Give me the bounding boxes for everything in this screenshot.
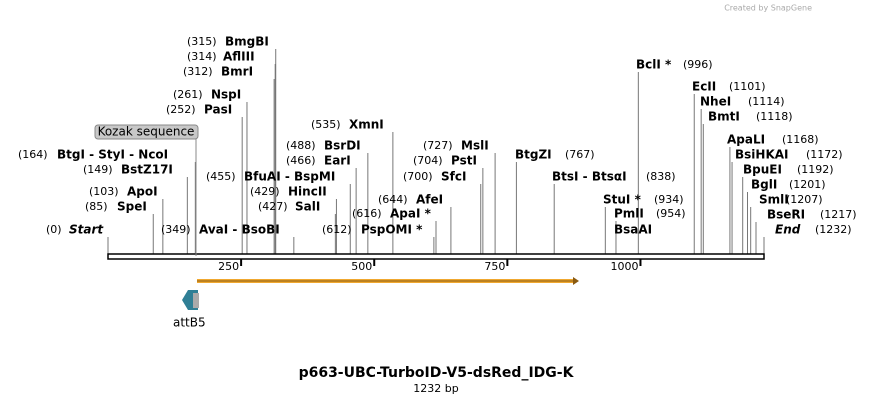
enzyme-position: (85) — [85, 200, 108, 213]
enzyme-position: (616) — [352, 207, 382, 220]
enzyme-position: (535) — [311, 118, 341, 131]
enzyme-name: BstZ17I — [121, 163, 173, 177]
enzyme-position: (954) — [656, 207, 686, 220]
sequence — [107, 253, 765, 260]
enzyme-position: (261) — [173, 88, 203, 101]
enzyme-name: SfcI — [441, 170, 466, 184]
enzyme-position: (103) — [89, 185, 119, 198]
enzyme-name: BglI — [751, 178, 777, 192]
kozak-box — [94, 124, 199, 140]
kozak-label: Kozak sequence — [98, 125, 195, 139]
enzyme-name: BseRI — [767, 208, 805, 222]
enzyme-name: PmlI — [614, 207, 644, 221]
enzyme-position: (1201) — [789, 178, 826, 191]
enzyme-position: (427) — [258, 200, 288, 213]
enzyme-name: BmrI — [221, 65, 253, 79]
enzyme-position: (700) — [403, 170, 433, 183]
enzyme-name: BfuAI - BspMI — [244, 170, 335, 184]
length: 1232 bp — [413, 382, 458, 395]
enzyme-position: (455) — [206, 170, 236, 183]
enzyme-name: AflIII — [223, 50, 255, 64]
enzyme-position: (1172) — [806, 148, 843, 161]
enzyme-position: (429) — [250, 185, 280, 198]
enzyme-position: (466) — [286, 154, 316, 167]
ruler-label: 500 — [351, 260, 372, 273]
enzyme-position: (488) — [286, 139, 316, 152]
enzyme-name: EcII — [692, 80, 716, 94]
enzyme-name: NspI — [211, 88, 241, 102]
feature-label: attB5 — [173, 316, 206, 330]
enzyme-name: BmtI — [708, 110, 740, 124]
enzyme-position: (934) — [654, 193, 684, 206]
enzyme-name: Start — [69, 223, 104, 237]
enzyme-name: HincII — [288, 185, 327, 199]
enzyme-position: (1217) — [820, 208, 857, 221]
enzyme-position: (727) — [423, 139, 453, 152]
enzyme-name: EarI — [324, 154, 351, 168]
enzyme-position: (252) — [166, 103, 196, 116]
enzyme-name: BsiHKAI — [735, 148, 789, 162]
enzyme-name: AvaI - BsoBI — [199, 223, 280, 237]
enzyme-name: NheI — [700, 95, 731, 109]
enzyme-name: BmgBI — [225, 35, 269, 49]
enzyme-position: (0) — [46, 223, 62, 236]
enzyme-name: PstI — [451, 154, 477, 168]
enzyme-name: BclI * — [636, 58, 672, 72]
ruler-label: 750 — [484, 260, 505, 273]
ruler-label: 1000 — [610, 260, 638, 273]
enzyme-position: (644) — [378, 193, 408, 206]
credit: Created by SnapGene — [724, 4, 812, 13]
enzyme-position: (1207) — [786, 193, 823, 206]
enzyme-position: (315) — [187, 35, 217, 48]
enzyme-position: (767) — [565, 148, 595, 161]
enzyme-position: (838) — [646, 170, 676, 183]
enzyme-position: (1192) — [797, 163, 834, 176]
enzyme-position: (612) — [322, 223, 352, 236]
enzyme-name: End — [775, 223, 801, 237]
enzyme-name: AfeI — [416, 193, 443, 207]
enzyme-position: (314) — [187, 50, 217, 63]
attb5-box — [193, 293, 199, 308]
enzyme-name: BsaAI — [614, 223, 652, 237]
enzyme-name: SalI — [295, 200, 320, 214]
enzyme-name: PspOMI * — [361, 223, 423, 237]
enzyme-name: SmlI — [759, 193, 789, 207]
enzyme-name: BtgI - StyI - NcoI — [57, 148, 168, 162]
enzyme-name: BtgZI — [515, 148, 552, 162]
enzyme-position: (1232) — [815, 223, 852, 236]
enzyme-name: BsrDI — [324, 139, 361, 153]
title: p663-UBC-TurboID-V5-dsRed_IDG-K — [299, 365, 575, 381]
enzyme-name: XmnI — [349, 118, 384, 132]
enzyme-name: ApaI * — [390, 207, 432, 221]
enzyme-position: (1101) — [729, 80, 766, 93]
enzyme-name: StuI * — [603, 193, 642, 207]
enzyme-position: (1118) — [756, 110, 793, 123]
enzyme-name: ApoI — [127, 185, 158, 199]
enzyme-position: (996) — [683, 58, 713, 71]
enzyme-position: (1114) — [748, 95, 785, 108]
enzyme-position: (149) — [83, 163, 113, 176]
enzyme-position: (1168) — [782, 133, 819, 146]
enzyme-position: (164) — [18, 148, 48, 161]
ruler-label: 250 — [218, 260, 239, 273]
enzyme-name: SpeI — [117, 200, 147, 214]
enzyme-position: (349) — [161, 223, 191, 236]
enzyme-name: PasI — [204, 103, 232, 117]
enzyme-name: ApaLI — [727, 133, 765, 147]
orf-head — [573, 277, 579, 285]
enzyme-name: BtsI - BtsαI — [552, 170, 627, 184]
enzyme-name: MslI — [461, 139, 489, 153]
enzyme-position: (704) — [413, 154, 443, 167]
enzyme-name: BpuEI — [743, 163, 782, 177]
enzyme-position: (312) — [183, 65, 213, 78]
